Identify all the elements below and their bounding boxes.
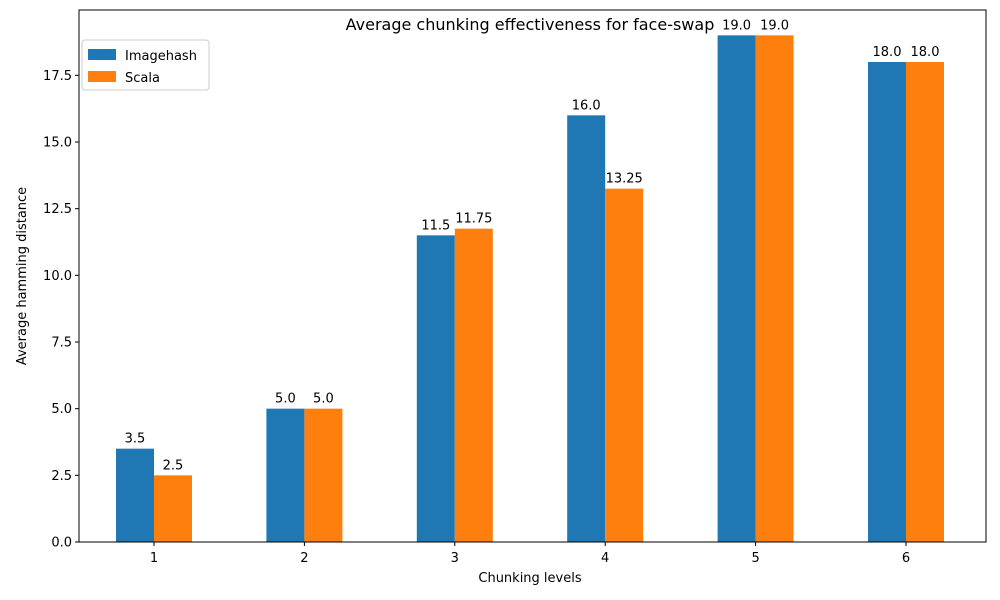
legend-swatch-scala	[88, 71, 116, 82]
data-label-scala-1: 2.5	[163, 458, 184, 473]
legend-swatch-imagehash	[88, 49, 116, 60]
chart-title: Average chunking effectiveness for face-…	[346, 15, 715, 34]
y-tick-label: 5.0	[51, 402, 72, 417]
data-label-imagehash-2: 5.0	[275, 392, 296, 407]
y-tick-label: 12.5	[43, 202, 72, 217]
x-tick-label: 1	[150, 551, 158, 566]
bars-layer	[116, 35, 944, 543]
legend-label-imagehash: Imagehash	[125, 49, 197, 64]
data-label-imagehash-6: 18.0	[873, 45, 902, 60]
y-tick-label: 0.0	[51, 536, 72, 551]
y-axis-label: Average hamming distance	[15, 187, 30, 365]
y-tick-label: 17.5	[43, 69, 72, 84]
data-label-scala-4: 13.25	[606, 172, 643, 187]
y-tick-label: 7.5	[51, 336, 72, 351]
x-axis-label: Chunking levels	[478, 571, 581, 586]
data-label-scala-6: 18.0	[911, 45, 940, 60]
x-tick-label: 2	[300, 551, 308, 566]
data-label-imagehash-5: 19.0	[722, 18, 751, 33]
data-label-scala-2: 5.0	[313, 392, 334, 407]
bar-scala-1	[154, 475, 192, 542]
y-tick-label: 15.0	[43, 136, 72, 151]
data-label-scala-3: 11.75	[455, 212, 492, 227]
x-tick-label: 3	[451, 551, 459, 566]
data-label-imagehash-4: 16.0	[572, 98, 601, 113]
y-tick-label: 10.0	[43, 269, 72, 284]
x-axis: 1 2 3 4 5 6	[150, 542, 910, 566]
x-tick-label: 6	[902, 551, 910, 566]
bar-imagehash-4	[567, 115, 606, 542]
bar-scala-4	[605, 188, 644, 542]
y-axis: 0.0 2.5 5.0 7.5 10.0 12.5 15.0 17.5	[43, 69, 79, 551]
data-label-imagehash-1: 3.5	[125, 432, 146, 447]
data-label-imagehash-3: 11.5	[421, 218, 450, 233]
data-label-scala-5: 19.0	[760, 18, 789, 33]
x-tick-label: 5	[751, 551, 759, 566]
bar-labels-layer: 3.5 2.5 5.0 5.0 11.5 11.75 16.0 13.25 19.0 19.0 18…	[125, 18, 940, 473]
x-tick-label: 4	[601, 551, 609, 566]
plot-frame	[78, 9, 987, 543]
bar-scala-6	[906, 62, 944, 542]
bar-scala-3	[454, 228, 493, 542]
bar-imagehash-1	[116, 448, 154, 542]
bar-scala-5	[755, 35, 794, 542]
legend-label-scala: Scala	[125, 71, 160, 86]
bar-imagehash-5	[717, 35, 756, 542]
bar-imagehash-2	[266, 408, 305, 542]
bar-scala-2	[304, 408, 343, 542]
legend: Imagehash Scala	[81, 39, 210, 91]
y-tick-label: 2.5	[51, 469, 72, 484]
bar-imagehash-3	[416, 235, 455, 543]
bar-imagehash-6	[868, 62, 906, 542]
